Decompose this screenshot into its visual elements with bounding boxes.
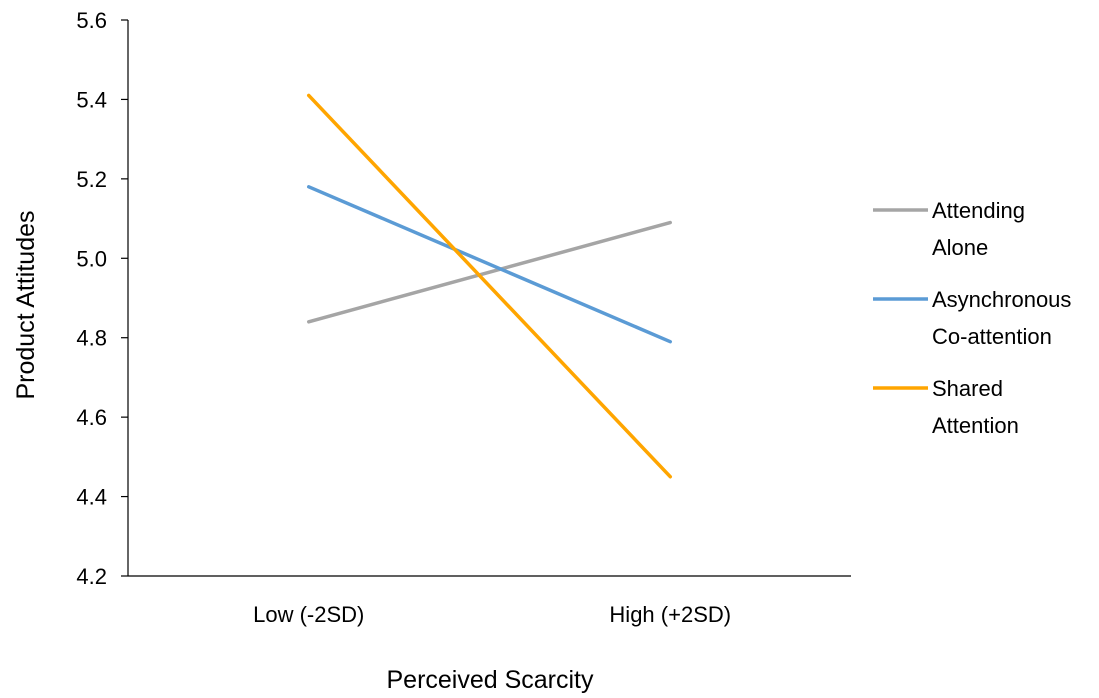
y-ticks: 4.2 4.4 4.6 4.8 5.0 5.2 5.4 5.6 [76, 8, 128, 589]
legend-label: Attention [932, 413, 1019, 438]
series-line-1 [307, 185, 672, 344]
series-lines [307, 93, 672, 479]
x-ticks: Low (-2SD) High (+2SD) [253, 602, 731, 627]
y-tick-label: 4.8 [76, 326, 107, 351]
y-tick-label: 4.6 [76, 405, 107, 430]
y-tick-label: 5.0 [76, 246, 107, 271]
legend-label: Alone [932, 235, 988, 260]
legend-label: Co-attention [932, 324, 1052, 349]
y-tick-label: 5.4 [76, 87, 107, 112]
y-tick-label: 5.2 [76, 167, 107, 192]
x-axis-title: Perceived Scarcity [386, 666, 594, 694]
x-tick-label: Low (-2SD) [253, 602, 364, 627]
series-line-0 [307, 220, 672, 324]
series-line-2 [307, 93, 672, 479]
y-axis-title: Product Attitudes [12, 210, 40, 399]
legend-label: Shared [932, 376, 1003, 401]
legend-label: Asynchronous [932, 287, 1071, 312]
y-tick-label: 5.6 [76, 8, 107, 33]
plot-area: 4.2 4.4 4.6 4.8 5.0 5.2 5.4 5.6 Low (-2SD) High … [76, 8, 851, 627]
y-tick-label: 4.4 [76, 485, 107, 510]
x-tick-label: High (+2SD) [609, 602, 731, 627]
y-tick-label: 4.2 [76, 564, 107, 589]
legend-label: Attending [932, 198, 1025, 223]
legend: Attending Alone Asynchronous Co-attention Sh… [873, 198, 1071, 438]
